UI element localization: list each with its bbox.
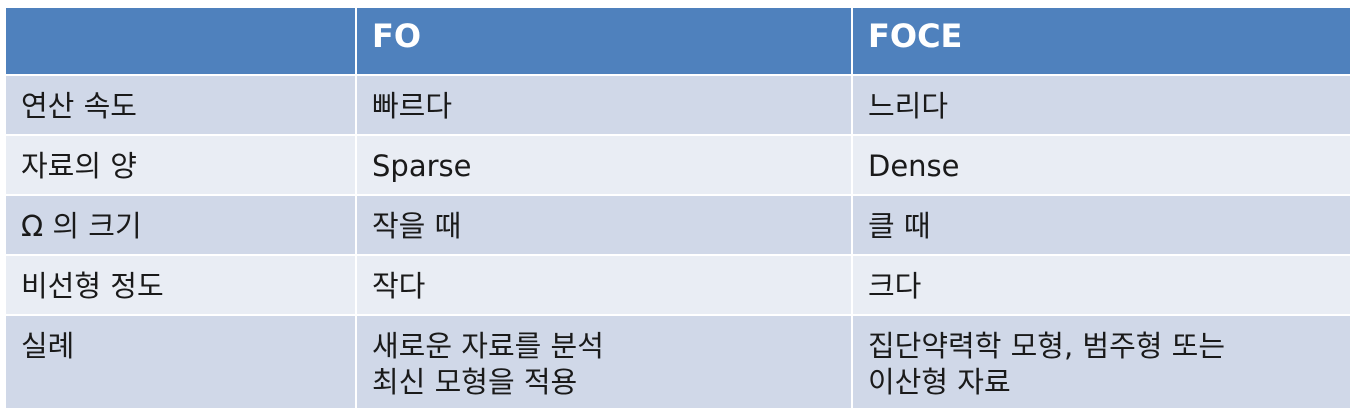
fo-cell: 빠르다 — [355, 74, 853, 136]
table-row: 비선형 정도 작다 크다 — [4, 254, 1352, 316]
table-row: 연산 속도 빠르다 느리다 — [4, 74, 1352, 136]
cell-line: 빠르다 — [372, 89, 453, 123]
fo-cell: Sparse — [355, 134, 853, 196]
row-label: 비선형 정도 — [4, 254, 357, 316]
row-label: 연산 속도 — [4, 74, 357, 136]
fo-cell: 작다 — [355, 254, 853, 316]
foce-cell: Dense — [851, 134, 1352, 196]
foce-cell: 크다 — [851, 254, 1352, 316]
cell-line: 이산형 자료 — [868, 365, 1011, 399]
row-label: 자료의 양 — [4, 134, 357, 196]
cell-line: 작다 — [372, 269, 426, 303]
cell-line: 최신 모형을 적용 — [372, 365, 578, 399]
cell-line: 새로운 자료를 분석 — [372, 329, 604, 363]
cell-line: 크다 — [868, 269, 922, 303]
cell-line: Sparse — [372, 149, 472, 183]
fo-cell: 새로운 자료를 분석 최신 모형을 적용 — [355, 314, 853, 410]
cell-line: 작을 때 — [372, 209, 462, 243]
table-row: Ω 의 크기 작을 때 클 때 — [4, 194, 1352, 256]
cell-line: 집단약력학 모형, 범주형 또는 — [868, 329, 1226, 363]
cell-line: 클 때 — [868, 209, 931, 243]
comparison-table-container: FO FOCE 연산 속도 빠르다 느리다 자료의 양 Sparse Dense… — [4, 6, 1352, 410]
table-row: 자료의 양 Sparse Dense — [4, 134, 1352, 196]
cell-line: Dense — [868, 149, 960, 183]
header-empty-cell — [4, 6, 357, 76]
header-fo: FO — [355, 6, 853, 76]
foce-cell: 클 때 — [851, 194, 1352, 256]
table-header-row: FO FOCE — [4, 6, 1352, 76]
fo-cell: 작을 때 — [355, 194, 853, 256]
cell-line: 느리다 — [868, 89, 949, 123]
row-label: Ω 의 크기 — [4, 194, 357, 256]
comparison-table: FO FOCE 연산 속도 빠르다 느리다 자료의 양 Sparse Dense… — [4, 6, 1352, 410]
header-foce: FOCE — [851, 6, 1352, 76]
row-label: 실례 — [4, 314, 357, 410]
table-row: 실례 새로운 자료를 분석 최신 모형을 적용 집단약력학 모형, 범주형 또는… — [4, 314, 1352, 410]
foce-cell: 집단약력학 모형, 범주형 또는 이산형 자료 — [851, 314, 1352, 410]
foce-cell: 느리다 — [851, 74, 1352, 136]
